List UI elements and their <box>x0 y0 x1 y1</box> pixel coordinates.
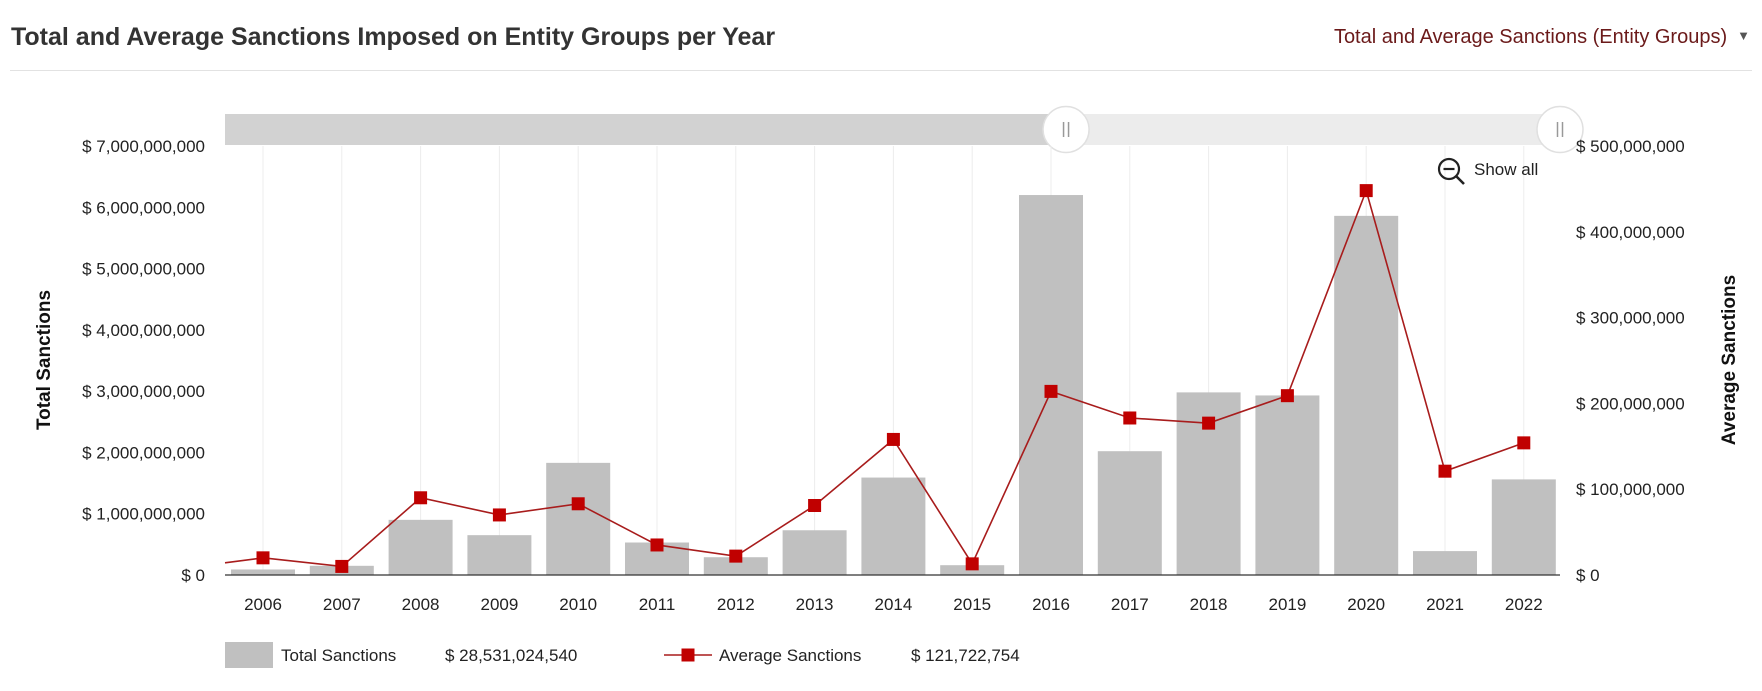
x-axis-tick-label: 2014 <box>874 595 912 614</box>
bar-2008[interactable] <box>388 519 453 575</box>
marker-2017[interactable] <box>1123 411 1137 425</box>
x-axis-tick-label: 2010 <box>559 595 597 614</box>
average-sanctions-line <box>224 188 1525 568</box>
show-all-label: Show all <box>1474 160 1538 179</box>
marker-2018[interactable] <box>1202 416 1216 430</box>
marker-2006[interactable] <box>256 551 270 565</box>
marker-2016[interactable] <box>1044 384 1058 398</box>
scrollbar-handle-right[interactable] <box>1536 105 1584 154</box>
zoom-out-handle <box>1455 175 1465 185</box>
bar-2021[interactable] <box>1413 551 1477 575</box>
left-axis-tick-label: $ 5,000,000,000 <box>82 260 205 279</box>
x-axis-tick-label: 2020 <box>1347 595 1385 614</box>
marker-2021[interactable] <box>1438 464 1452 478</box>
bar-2014[interactable] <box>861 477 926 575</box>
x-axis-tick-label: 2007 <box>323 595 361 614</box>
legend-average-label: Average Sanctions <box>719 646 861 665</box>
bar-2009[interactable] <box>467 535 532 575</box>
legend-bar-swatch[interactable] <box>225 642 273 668</box>
left-axis-tick-label: $ 4,000,000,000 <box>82 321 205 340</box>
bar-2012[interactable] <box>703 557 768 575</box>
chart-header: Total and Average Sanctions Imposed on E… <box>10 0 1752 71</box>
chart-selector-label: Total and Average Sanctions (Entity Grou… <box>1333 26 1728 48</box>
marker-2008[interactable] <box>414 491 428 505</box>
marker-2015[interactable] <box>965 557 979 571</box>
marker-2012[interactable] <box>729 549 743 563</box>
bar-2019[interactable] <box>1255 395 1320 575</box>
marker-2013[interactable] <box>808 499 822 513</box>
bar-2013[interactable] <box>782 530 847 575</box>
x-axis-tick-label: 2021 <box>1426 595 1464 614</box>
scrollbar-mask <box>225 114 1067 145</box>
right-axis-tick-label: $ 500,000,000 <box>1576 137 1685 156</box>
x-axis-tick-label: 2009 <box>480 595 518 614</box>
x-axis-tick-label: 2018 <box>1190 595 1228 614</box>
marker-2019[interactable] <box>1280 389 1294 403</box>
x-axis-tick-label: 2015 <box>953 595 991 614</box>
bar-2017[interactable] <box>1097 451 1162 575</box>
show-all-button[interactable]: Show all <box>1437 157 1538 185</box>
marker-2020[interactable] <box>1359 184 1373 198</box>
bar-2020[interactable] <box>1334 215 1399 575</box>
chevron-down-icon: ▼ <box>1737 28 1750 43</box>
x-axis-tick-label: 2008 <box>402 595 440 614</box>
marker-2011[interactable] <box>650 538 664 552</box>
x-axis-tick-label: 2012 <box>717 595 755 614</box>
marker-2009[interactable] <box>492 508 506 522</box>
x-axis-tick-label: 2011 <box>639 595 676 614</box>
left-axis-tick-label: $ 3,000,000,000 <box>82 382 205 401</box>
right-axis-tick-label: $ 0 <box>1576 566 1600 585</box>
x-axis-tick-label: 2022 <box>1505 595 1543 614</box>
x-axis-tick-label: 2013 <box>796 595 834 614</box>
marker-2007[interactable] <box>335 559 349 573</box>
chart-selector-dropdown[interactable]: Total and Average Sanctions (Entity Grou… <box>1334 26 1750 49</box>
chart-title: Total and Average Sanctions Imposed on E… <box>11 23 776 51</box>
x-axis-tick-label: 2019 <box>1268 595 1306 614</box>
legend-total-value: $ 28,531,024,540 <box>445 646 577 665</box>
scrollbar-handle-left[interactable] <box>1042 105 1090 154</box>
left-axis-tick-label: $ 1,000,000,000 <box>82 505 205 524</box>
left-axis-tick-label: $ 0 <box>181 566 205 585</box>
left-axis-tick-label: $ 7,000,000,000 <box>82 137 205 156</box>
marker-2022[interactable] <box>1517 436 1531 450</box>
bar-2022[interactable] <box>1491 479 1556 575</box>
marker-2014[interactable] <box>886 432 900 446</box>
chart-area: $ 0 $ 1,000,000,000 $ 2,000,000,000 $ 3,000… <box>34 105 1740 668</box>
legend-marker-swatch <box>681 648 695 662</box>
left-axis-tick-label: $ 6,000,000,000 <box>82 198 205 217</box>
right-axis-tick-label: $ 100,000,000 <box>1576 480 1685 499</box>
legend-average-value: $ 121,722,754 <box>911 646 1020 665</box>
left-axis-title: Total Sanctions <box>34 290 55 430</box>
left-axis-tick-label: $ 2,000,000,000 <box>82 443 205 462</box>
bar-2010[interactable] <box>546 462 611 575</box>
x-axis-tick-label: 2006 <box>244 595 282 614</box>
x-axis-tick-label: 2017 <box>1111 595 1149 614</box>
right-axis-tick-label: $ 400,000,000 <box>1576 223 1685 242</box>
right-axis-tick-label: $ 300,000,000 <box>1576 309 1685 328</box>
x-axis-tick-label: 2016 <box>1032 595 1070 614</box>
legend-total-label: Total Sanctions <box>281 646 396 665</box>
right-axis-tick-label: $ 200,000,000 <box>1576 394 1685 413</box>
right-axis-title: Average Sanctions <box>1719 275 1740 445</box>
bar-2006[interactable] <box>231 569 295 575</box>
marker-2010[interactable] <box>571 497 585 511</box>
zoom-out-icon <box>1437 157 1461 181</box>
